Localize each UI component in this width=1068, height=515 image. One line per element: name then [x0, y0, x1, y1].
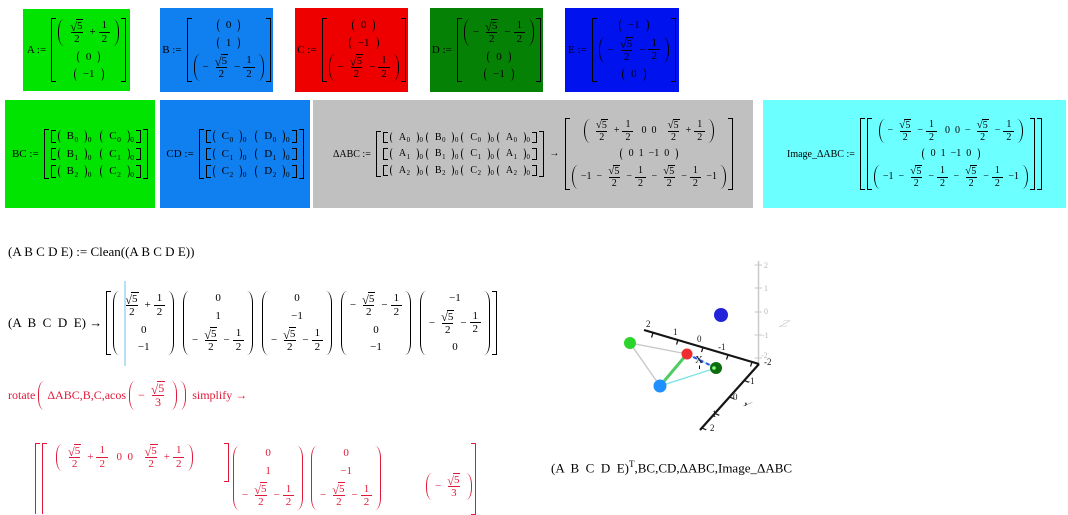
- bracket-bar: [224, 443, 229, 482]
- plot-tick-label: Y: [738, 402, 754, 407]
- matrix-label-a: A :=: [26, 44, 47, 56]
- matrix-value-d: − √ 5 2−1 2 0 −1: [456, 17, 542, 82]
- plot-line: [659, 367, 717, 387]
- plot-caption: (A B C D E)T,BC,CD,ΔABC,Image_ΔABC: [551, 459, 792, 476]
- rotate-equation[interactable]: rotate ΔABC,B,C,acos − √ 5 3 simplify →: [8, 381, 247, 410]
- plot-caption-base: (A B C D E): [551, 460, 629, 476]
- plot-tick-label: -2: [764, 357, 772, 367]
- plot-line: [714, 412, 720, 416]
- matrix-value-c: 0 −1− √ 5 2−1 2: [321, 17, 406, 82]
- plot-line: [729, 396, 735, 400]
- plot-tick-label: 2: [646, 319, 651, 329]
- matrix-value-a: √ 5 2 +1 2 0 −1: [51, 17, 127, 82]
- abcde-label: (A B C D E) →: [8, 315, 103, 330]
- matrix-region-d[interactable]: D := − √ 5 2−1 2 0 −1: [430, 8, 543, 92]
- matrix-value-b: 0 1− √ 5 2−1 2: [186, 17, 271, 82]
- matrix-region-e[interactable]: E := −1− √ 5 2−1 2 0: [565, 8, 679, 92]
- matrix-region-c[interactable]: C := 0 −1− √ 5 2−1 2: [295, 8, 408, 92]
- matrix-label-cd: CD :=: [166, 148, 194, 160]
- plot-line: [725, 354, 729, 360]
- matrix-region-image-delta-abc[interactable]: Image_ΔABC := − √ 5 2−1 2 0 0 − √ 5 2−1 2 0 1 −1 …: [763, 100, 1066, 208]
- result-inner-bracket-right: [224, 443, 229, 482]
- plot-tick-label: -2: [761, 351, 768, 360]
- mathcad-worksheet: A := √ 5 2 +1 2 0 −1 B := 0 1− √ 5 2−1 2 C := 0 −1− √…: [5, 8, 1066, 515]
- result-column-1[interactable]: 0 1− √ 5 2−1 2: [233, 446, 304, 511]
- matrix-region-b[interactable]: B := 0 1− √ 5 2−1 2: [160, 8, 273, 92]
- matrix-label-image-delta-abc: Image_ΔABC :=: [786, 148, 855, 160]
- plot-tick-label: 2: [710, 423, 715, 433]
- matrix-label-b: B :=: [162, 44, 182, 56]
- plot-line: [700, 347, 704, 353]
- plot-tick-label: 1: [673, 327, 678, 337]
- plot-line: [643, 328, 760, 366]
- bracket-bar: [471, 443, 476, 515]
- rotate-expression: rotate ΔABC,B,C,acos − √ 5 3 simplify →: [8, 381, 248, 410]
- abcde-evaluation[interactable]: (A B C D E) → √ 5 2 +1 2 0 −1 0 1− √ 5 2−1 2 0 −1− √ 5…: [8, 276, 498, 370]
- matrix-label-c: C :=: [297, 44, 317, 56]
- matrix-label-delta-abc: ΔABC :=: [332, 148, 371, 160]
- plot-line: [650, 332, 654, 338]
- matrix-label-bc: BC :=: [11, 148, 39, 160]
- plot-tick-label: 2: [764, 261, 768, 270]
- plot-caption-transpose: T: [629, 459, 635, 469]
- bracket-bar: [42, 443, 47, 514]
- plot-point-D: [710, 362, 722, 374]
- bracket-bar: [35, 443, 40, 514]
- plot-line: [686, 353, 717, 369]
- edit-cursor: [124, 281, 126, 366]
- plot-caption-rest: ,BC,CD,ΔABC,Image_ΔABC: [634, 460, 793, 476]
- matrix-region-a[interactable]: A := √ 5 2 +1 2 0 −1: [23, 9, 130, 91]
- matrix-value-e: −1− √ 5 2−1 2 0: [591, 17, 676, 82]
- plot-tick-label: X: [695, 354, 703, 366]
- plot-point-D-highlight: [712, 366, 716, 370]
- plot-tick-label: 0: [764, 307, 768, 316]
- plot-point-C: [681, 348, 693, 360]
- result-column-2[interactable]: 0 −1− √ 5 2−1 2: [311, 446, 382, 511]
- plot-point-A: [624, 337, 636, 349]
- abcde-matrix: √ 5 2 +1 2 0 −1 0 1− √ 5 2−1 2 0 −1− √ 5 2−1 2 − √ 5 2−1 2 0−…: [106, 290, 498, 355]
- plot-point-E: [714, 308, 728, 322]
- result-outer-bracket-right: [471, 443, 476, 515]
- result-acos-fragment[interactable]: − √ 5 3: [426, 473, 473, 500]
- plot-line: [658, 353, 689, 387]
- plot-line: [629, 342, 688, 355]
- plot-tick-label: -1: [718, 342, 726, 352]
- plot-tick-label: 0: [697, 334, 702, 344]
- plot-tick-label: 0: [733, 392, 738, 402]
- plot-point-B: [653, 379, 667, 393]
- plot-tick-label: 1: [764, 284, 768, 293]
- plot-tick-label: -1: [747, 376, 755, 386]
- plot-tick-label: -1: [762, 331, 769, 340]
- plot-line: [749, 361, 753, 367]
- result-outer-bracket-left: [35, 443, 49, 514]
- matrix-label-d: D :=: [431, 44, 452, 56]
- result-row-matrix[interactable]: √ 5 2 +1 2 0 0 √ 5 2 +1 2: [56, 444, 194, 471]
- clean-equation[interactable]: (A B C D E) := Clean((A B C D E)): [8, 244, 195, 259]
- plot-tick-label: 1: [712, 409, 717, 419]
- plot-line: [701, 427, 707, 431]
- matrix-value-image-delta-abc: − √ 5 2−1 2 0 0 − √ 5 2−1 2 0 1 −1 0 −1 − √ 5 2−1 2 − √…: [859, 117, 1043, 191]
- plot-line: [629, 342, 661, 387]
- plot-tick-label: Z: [776, 318, 793, 329]
- matrix-label-e: E :=: [568, 44, 587, 56]
- plot-line: [744, 379, 750, 383]
- 3d-scatter-plot[interactable]: 2 1 0 -1 -2 Z 2 1 0 -1 -2 X -1 0 1 2 Y: [588, 248, 828, 448]
- plot-line: [675, 339, 679, 345]
